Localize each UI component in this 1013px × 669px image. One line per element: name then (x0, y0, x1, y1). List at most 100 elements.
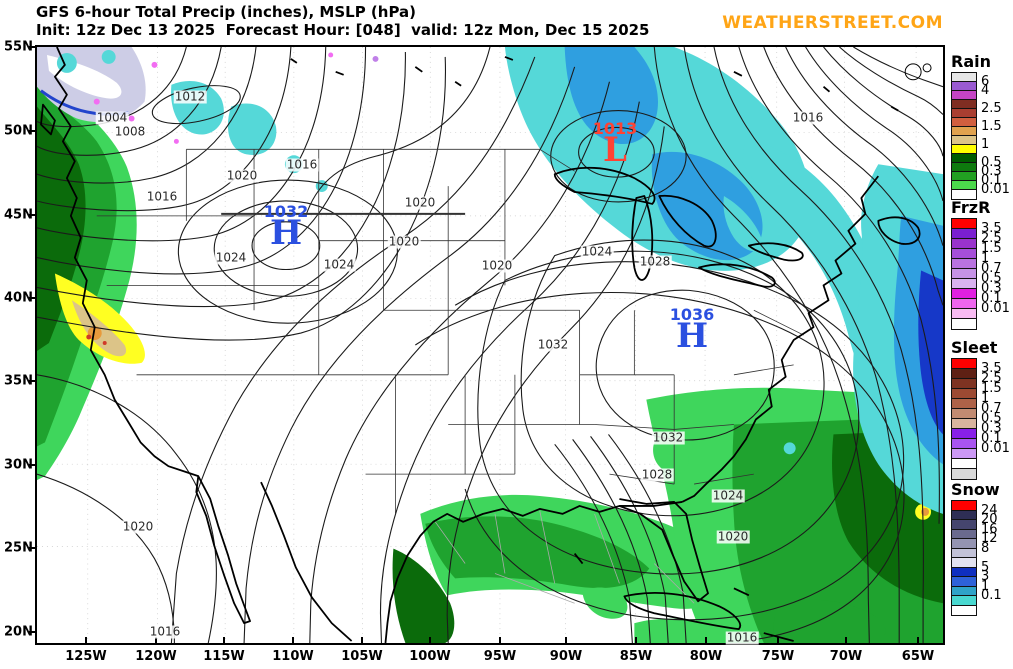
legend-threshold-label: 2.5 (981, 371, 1002, 386)
pressure-center-value: 1013 (592, 119, 638, 138)
legend-threshold-label: 0.7 (981, 261, 1002, 276)
isobar-value-label: 1016 (791, 110, 825, 125)
lon-axis-tick (845, 637, 847, 644)
lat-axis-tick (29, 380, 36, 382)
legend-cell: 0.1 (952, 429, 1002, 446)
legend-cell: 20 (952, 510, 998, 527)
legend-cell: 0.01 (952, 299, 1010, 316)
lon-axis-label: 100W (409, 649, 451, 664)
lon-axis-label: 125W (65, 649, 107, 664)
legend-cell: 1.5 (952, 379, 1002, 396)
legend-threshold-label: 3 (981, 569, 990, 584)
legend-threshold-label: 0.5 (981, 155, 1002, 170)
legend-snow: Snow 24 20 16 12 8 5 3 1 0.1 (951, 480, 1013, 616)
isobar-value-label: 1004 (95, 110, 129, 125)
legend-cell: 0.01 (952, 439, 1010, 456)
legend-threshold-label: 4 (981, 83, 990, 98)
isobar-value-label: 1020 (480, 258, 514, 273)
legend-cell: 0.5 (952, 409, 1002, 426)
isobar-value-label: 1016 (285, 157, 319, 172)
lat-axis-tick (29, 297, 36, 299)
mexico-borders (434, 510, 695, 604)
lon-axis-label: 70W (829, 649, 863, 664)
legend-cell (952, 548, 976, 558)
legend-cell (952, 109, 976, 118)
legend-cell: 0.1 (952, 586, 1002, 603)
lat-axis-label: 40N (4, 290, 33, 306)
lon-axis-tick (705, 637, 707, 644)
legend-title: Snow (951, 480, 1000, 499)
legend-threshold-label: 24 (981, 502, 998, 518)
legend-threshold-label: 1 (981, 137, 990, 152)
lat-axis-tick (29, 631, 36, 633)
legend-sleet: Sleet 3.5 2.5 1.5 1 0.7 0.5 0.3 0.1 0.01 (951, 338, 1013, 480)
pressure-center-h: 1036 H (669, 305, 715, 356)
legend-cell: 0.3 (952, 163, 1002, 179)
lon-axis-label: 85W (619, 649, 653, 664)
map-title: GFS 6-hour Total Precip (inches), MSLP (… (36, 3, 417, 21)
lon-axis-tick (777, 637, 779, 644)
lon-axis-label: 80W (689, 649, 723, 664)
lon-axis-label: 110W (272, 649, 314, 664)
legend-threshold-label: 0.01 (981, 301, 1010, 316)
isobar-value-label: 1016 (725, 630, 759, 645)
precip-rain-layer (37, 76, 943, 643)
legend-threshold-label: 0.5 (981, 411, 1002, 426)
legend-cell: 2.5 (952, 229, 1002, 246)
pressure-center-letter: H (675, 316, 709, 356)
legend-cell: 1 (952, 577, 989, 594)
legend-threshold-label: 0.01 (981, 441, 1010, 456)
lat-axis-label: 25N (4, 540, 33, 556)
isobar-value-label: 1032 (651, 430, 685, 445)
lat-axis-label: 55N (4, 39, 33, 55)
legend-cell: 0.1 (952, 172, 1002, 188)
legend-threshold-label: 0.1 (981, 588, 1002, 603)
legend-threshold-label: 0.7 (981, 401, 1002, 416)
legend-threshold-label: 0.3 (981, 164, 1002, 179)
legend-cell (952, 605, 976, 615)
legend-cell: 3.5 (952, 359, 1002, 376)
isobar-value-label: 1008 (113, 124, 147, 139)
legend-threshold-label: 1 (981, 251, 990, 266)
legend-threshold-label: 3.5 (981, 361, 1002, 376)
legend-cell (952, 319, 976, 329)
state-borders (96, 148, 804, 514)
lat-axis-label: 50N (4, 123, 33, 139)
legend-threshold-label: 8 (981, 540, 990, 556)
legend-cell: 6 (952, 73, 989, 89)
weatherstreet-brand-link[interactable]: WEATHERSTREET.COM (722, 13, 943, 33)
pressure-center-h: 1032 H (263, 202, 309, 253)
pressure-center-letter: H (269, 213, 303, 253)
lat-axis-label: 30N (4, 457, 33, 473)
pressure-center-l: 1013 L (592, 119, 638, 168)
legend-cell: 12 (952, 529, 998, 546)
map-init-valid-line: Init: 12z Dec 13 2025 Forecast Hour: [04… (36, 21, 650, 39)
isobar-value-label: 1024 (214, 250, 248, 265)
legend-threshold-label: 1 (981, 578, 990, 594)
legend-cell: 1.5 (952, 118, 1002, 134)
isobar-value-label: 1020 (716, 529, 750, 544)
lon-axis-tick (361, 637, 363, 644)
isobar-value-label: 1032 (536, 337, 570, 352)
legend-cell: 1 (952, 136, 989, 152)
lon-axis-label: 120W (135, 649, 177, 664)
isobar-value-label: 1024 (322, 257, 356, 272)
legend-cell: 8 (952, 539, 989, 556)
legend-cell: 2.5 (952, 369, 1002, 386)
map-canvas (35, 45, 945, 645)
lon-axis-label: 115W (203, 649, 245, 664)
lat-axis-tick (29, 214, 36, 216)
pressure-center-value: 1032 (263, 202, 309, 221)
legend-cell: 0.5 (952, 269, 1002, 286)
lat-axis-tick (29, 464, 36, 466)
lon-axis-tick (155, 637, 157, 644)
lon-axis-label: 75W (761, 649, 795, 664)
isobar-value-label: 1012 (173, 89, 207, 104)
lat-axis-label: 45N (4, 207, 33, 223)
legend-cell: 5 (952, 558, 989, 575)
legend-cell: 0.1 (952, 289, 1002, 306)
isobar-value-label: 1024 (580, 244, 614, 259)
legend-threshold-label: 0.5 (981, 271, 1002, 286)
pressure-center-value: 1036 (669, 305, 715, 324)
